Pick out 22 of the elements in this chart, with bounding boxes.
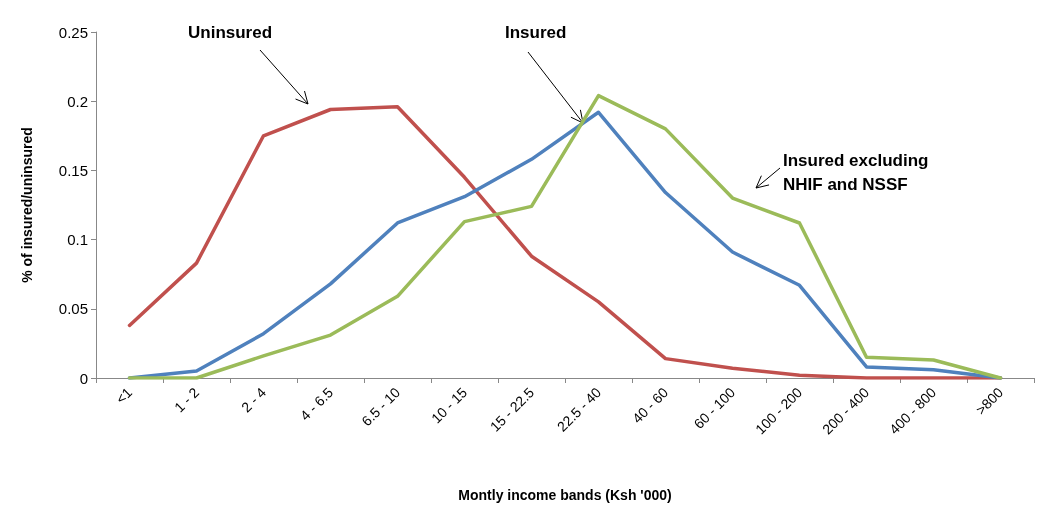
x-tick-label: 40 - 60 [629,384,672,427]
series-label: Insured excluding NHIF and NSSF [783,150,934,194]
text: Insured [505,22,567,42]
x-tick-label: 200 - 400 [819,384,873,438]
x-tick-label: 4 - 6.5 [296,384,337,424]
x-tick-label: 400 - 800 [886,384,940,438]
y-axis-title: % of insured/uninsured [19,127,35,283]
y-tick-label: 0.15 [58,161,88,179]
x-tick-label: 60 - 100 [690,384,739,432]
y-tick-label: 0.05 [58,300,88,318]
x-tick-label: 2 - 4 [238,384,270,416]
x-axis-title: Montly income bands (Ksh '000) [458,487,672,503]
y-tick-label: 0.2 [67,92,88,110]
x-tick-label: 100 - 200 [752,384,806,438]
y-tick-label: 0.1 [67,231,88,249]
x-tick-label: <1 [112,384,136,407]
x-tick-label: 10 - 15 [428,384,471,427]
text: Uninsured [188,22,273,42]
y-tick-label: 0.25 [58,23,88,41]
y-tick-label: 0 [79,369,88,387]
x-tick-label: 1 - 2 [171,384,203,416]
x-tick-label: 6.5 - 10 [358,384,404,430]
